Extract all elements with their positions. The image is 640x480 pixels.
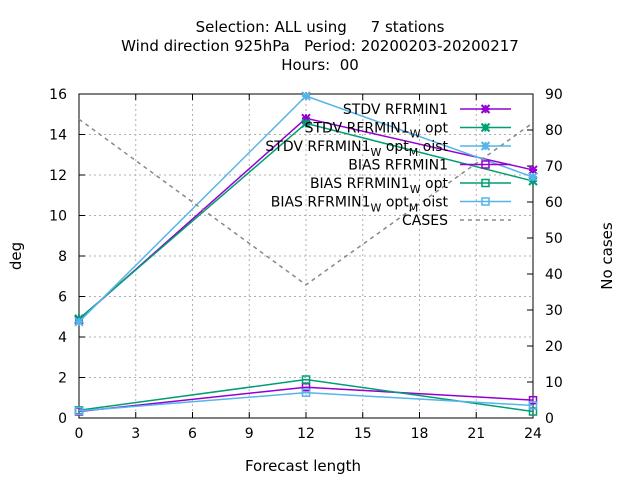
y-tick-label: 6	[58, 290, 67, 306]
x-tick-label: 12	[297, 426, 315, 442]
y2-tick-label: 90	[545, 87, 563, 103]
x-tick-label: 9	[245, 426, 254, 442]
y2-tick-label: 10	[545, 375, 563, 391]
series-line	[78, 386, 534, 413]
x-tick-label: 21	[467, 426, 485, 442]
chart-title-line-1: Selection: ALL using 7 stations	[195, 18, 445, 36]
data-point	[528, 407, 538, 416]
legend-marker	[481, 160, 490, 169]
data-point	[301, 113, 311, 124]
x-tick-label: 18	[411, 426, 429, 442]
x-tick-label: 24	[524, 426, 542, 442]
legend-label: BIAS RFRMIN1W optM oist	[271, 195, 449, 215]
y-tick-label: 2	[58, 371, 67, 387]
data-point	[528, 165, 538, 175]
y2-tick-label: 70	[545, 159, 563, 175]
y2-tick-label: 0	[545, 411, 554, 427]
x-tick-label: 15	[354, 426, 372, 442]
y-tick-label: 0	[58, 411, 67, 427]
y-tick-label: 10	[49, 209, 67, 225]
y-tick-label: 12	[49, 168, 67, 184]
y-tick-label: 4	[58, 330, 67, 346]
legend-label: BIAS RFRMIN1W opt	[310, 176, 449, 196]
y-axis-label: deg	[7, 242, 25, 270]
legend-marker	[481, 197, 490, 206]
data-point	[74, 317, 84, 327]
chart-title-line-2: Wind direction 925hPa Period: 20200203-2…	[121, 37, 519, 55]
data-point	[301, 91, 311, 101]
data-point	[74, 406, 84, 416]
legend-label: STDV RFRMIN1W opt	[305, 121, 449, 141]
legend-label: STDV RFRMIN1W optM oist	[265, 139, 448, 159]
legend-entry: BIAS RFRMIN1	[348, 158, 511, 174]
y2-tick-label: 60	[545, 195, 563, 211]
y-tick-label: 8	[58, 249, 67, 265]
legend-label: CASES	[402, 213, 448, 229]
x-tick-label: 0	[75, 426, 84, 442]
y-tick-label: 14	[49, 128, 67, 144]
data-point	[528, 176, 538, 186]
chart-title-line-3: Hours: 00	[281, 56, 359, 74]
y2-tick-label: 20	[545, 339, 563, 355]
legend-entry: CASES	[402, 213, 511, 229]
legend-entry: STDV RFRMIN1	[343, 102, 511, 118]
y2-tick-label: 50	[545, 231, 563, 247]
x-axis-label: Forecast length	[245, 457, 361, 475]
series-6	[78, 118, 534, 286]
y2-tick-label: 80	[545, 123, 563, 139]
axes: 0 3 6 9 12 15 18 21 2402468101214160102030405060…	[49, 87, 563, 442]
series-5	[74, 388, 538, 416]
y-tick-label: 16	[49, 87, 67, 103]
series-line	[78, 391, 534, 412]
y2-tick-label: 30	[545, 303, 563, 319]
legend-marker	[480, 122, 491, 133]
data-point	[301, 118, 311, 129]
legend-entry: STDV RFRMIN1W optM oist	[265, 139, 511, 159]
legend-entry: BIAS RFRMIN1W optM oist	[271, 195, 511, 215]
legend-entry: STDV RFRMIN1W opt	[305, 121, 511, 141]
grid	[79, 94, 533, 418]
y2-axis-label: No cases	[598, 222, 616, 290]
data-point	[528, 395, 538, 405]
legend-entry: BIAS RFRMIN1W opt	[310, 176, 511, 196]
legend-label: STDV RFRMIN1	[343, 102, 448, 118]
x-tick-label: 6	[188, 426, 197, 442]
y2-tick-label: 40	[545, 267, 563, 283]
data-point	[301, 375, 311, 384]
series-2	[74, 91, 538, 327]
legend-marker	[480, 104, 491, 114]
series-group	[74, 91, 538, 416]
data-point	[528, 401, 538, 410]
series-line	[78, 118, 534, 286]
legend-marker	[481, 178, 490, 188]
legend-label: BIAS RFRMIN1	[348, 158, 448, 174]
data-point	[301, 388, 311, 397]
data-point	[528, 172, 538, 182]
x-tick-label: 3	[131, 426, 140, 442]
legend-marker	[480, 141, 491, 151]
